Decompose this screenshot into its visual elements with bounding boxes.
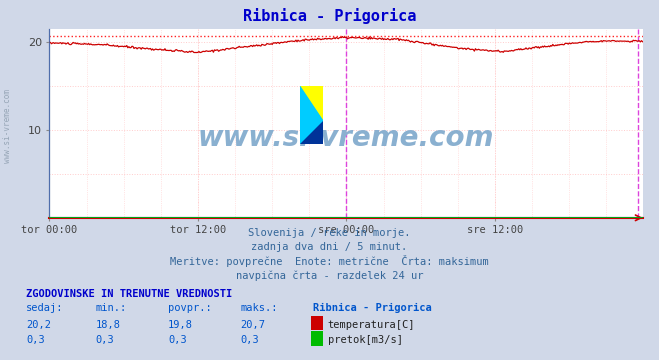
Text: ZGODOVINSKE IN TRENUTNE VREDNOSTI: ZGODOVINSKE IN TRENUTNE VREDNOSTI [26, 289, 233, 299]
Text: Meritve: povprečne  Enote: metrične  Črta: maksimum: Meritve: povprečne Enote: metrične Črta:… [170, 255, 489, 267]
Text: povpr.:: povpr.: [168, 303, 212, 314]
Text: navpična črta - razdelek 24 ur: navpična črta - razdelek 24 ur [236, 270, 423, 281]
Text: maks.:: maks.: [241, 303, 278, 314]
Polygon shape [300, 86, 323, 121]
Polygon shape [300, 121, 323, 144]
Text: 0,3: 0,3 [168, 335, 186, 345]
Text: www.si-vreme.com: www.si-vreme.com [198, 125, 494, 152]
Text: Ribnica - Prigorica: Ribnica - Prigorica [243, 8, 416, 24]
Text: Ribnica - Prigorica: Ribnica - Prigorica [313, 303, 432, 314]
Polygon shape [300, 86, 323, 144]
Text: 0,3: 0,3 [26, 335, 45, 345]
Text: 0,3: 0,3 [241, 335, 259, 345]
Text: Slovenija / reke in morje.: Slovenija / reke in morje. [248, 228, 411, 238]
Text: 19,8: 19,8 [168, 320, 193, 330]
Text: 20,2: 20,2 [26, 320, 51, 330]
Text: 18,8: 18,8 [96, 320, 121, 330]
Text: min.:: min.: [96, 303, 127, 314]
Text: sedaj:: sedaj: [26, 303, 64, 314]
Text: 0,3: 0,3 [96, 335, 114, 345]
Text: zadnja dva dni / 5 minut.: zadnja dva dni / 5 minut. [251, 242, 408, 252]
Text: www.si-vreme.com: www.si-vreme.com [3, 89, 13, 163]
Text: temperatura[C]: temperatura[C] [328, 320, 415, 330]
Text: 20,7: 20,7 [241, 320, 266, 330]
Text: pretok[m3/s]: pretok[m3/s] [328, 335, 403, 345]
